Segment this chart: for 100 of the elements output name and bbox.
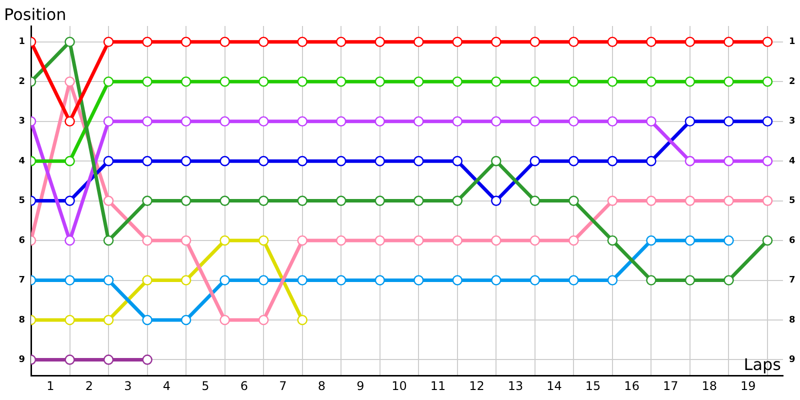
point (530, 196, 540, 206)
point (762, 235, 773, 246)
point (607, 235, 618, 246)
y-tick-label: 2 (18, 76, 25, 87)
y-axis-title: Position (4, 5, 66, 24)
point (684, 196, 696, 206)
point (724, 116, 734, 126)
point (724, 76, 734, 87)
point (180, 314, 192, 326)
point (142, 196, 152, 206)
y2-tick-label: 2 (789, 76, 796, 87)
point (64, 36, 75, 48)
point (258, 314, 269, 326)
point (64, 235, 75, 246)
x-tick-label: 4 (162, 378, 170, 393)
point (297, 314, 308, 326)
point (180, 235, 192, 246)
point (103, 275, 114, 286)
point (568, 196, 579, 206)
point (452, 235, 463, 246)
x-tick-label: 17 (662, 378, 678, 393)
x-tick-label: 5 (202, 378, 210, 393)
point (103, 156, 114, 166)
y2-tick-label: 6 (789, 236, 796, 246)
x-tick-label: 8 (318, 378, 326, 393)
point (413, 275, 424, 286)
point (220, 36, 230, 48)
point (413, 235, 424, 246)
point (258, 76, 269, 87)
point (64, 354, 75, 365)
point (220, 76, 230, 87)
point (684, 156, 696, 166)
point (568, 275, 579, 286)
point (180, 36, 192, 48)
point (374, 196, 386, 206)
point (336, 36, 346, 48)
y-tick-label: 6 (18, 236, 25, 246)
point (762, 156, 773, 166)
point (607, 36, 618, 48)
point (530, 76, 540, 87)
point (258, 235, 269, 246)
y-tick-label: 4 (18, 156, 25, 166)
point (530, 275, 540, 286)
point (103, 36, 114, 48)
point (724, 196, 734, 206)
y-tick-label: 9 (18, 355, 25, 366)
point (220, 314, 230, 326)
point (180, 196, 192, 206)
point (762, 196, 773, 206)
point (607, 196, 618, 206)
point (258, 116, 269, 126)
point (452, 36, 463, 48)
point (220, 275, 230, 286)
point (142, 235, 152, 246)
point (336, 275, 346, 286)
y-tick-label: 3 (18, 116, 25, 127)
x-tick-label: 10 (392, 378, 407, 393)
x-tick-label: 6 (240, 378, 248, 393)
point (762, 76, 773, 87)
point (646, 36, 656, 48)
point (142, 314, 152, 326)
point (762, 36, 773, 48)
x-tick-label: 2 (85, 378, 93, 393)
x-tick-label: 14 (546, 378, 562, 393)
point (103, 76, 114, 87)
point (684, 275, 696, 286)
point (180, 116, 192, 126)
point (258, 156, 269, 166)
point (180, 275, 192, 286)
point (530, 235, 540, 246)
x-tick-label: 16 (624, 378, 640, 393)
point (724, 156, 734, 166)
y-tick-label: 5 (18, 196, 25, 206)
point (297, 36, 308, 48)
point (724, 275, 734, 286)
point (64, 76, 75, 87)
point (491, 235, 502, 246)
x-tick-label: 13 (508, 378, 524, 393)
point (607, 76, 618, 87)
point (413, 116, 424, 126)
point (142, 76, 152, 87)
point (684, 116, 696, 126)
point (142, 36, 152, 48)
point (607, 116, 618, 126)
point (568, 235, 579, 246)
point (452, 76, 463, 87)
x-tick-label: 15 (585, 378, 601, 393)
point (297, 235, 308, 246)
point (452, 116, 463, 126)
point (452, 156, 463, 166)
point (103, 235, 114, 246)
point (220, 235, 230, 246)
point (684, 36, 696, 48)
point (646, 235, 656, 246)
y2-tick-label: 8 (789, 315, 796, 326)
point (103, 354, 114, 365)
x-tick-label: 11 (430, 378, 446, 393)
point (142, 156, 152, 166)
y-tick-label: 7 (18, 276, 25, 286)
point (336, 156, 346, 166)
